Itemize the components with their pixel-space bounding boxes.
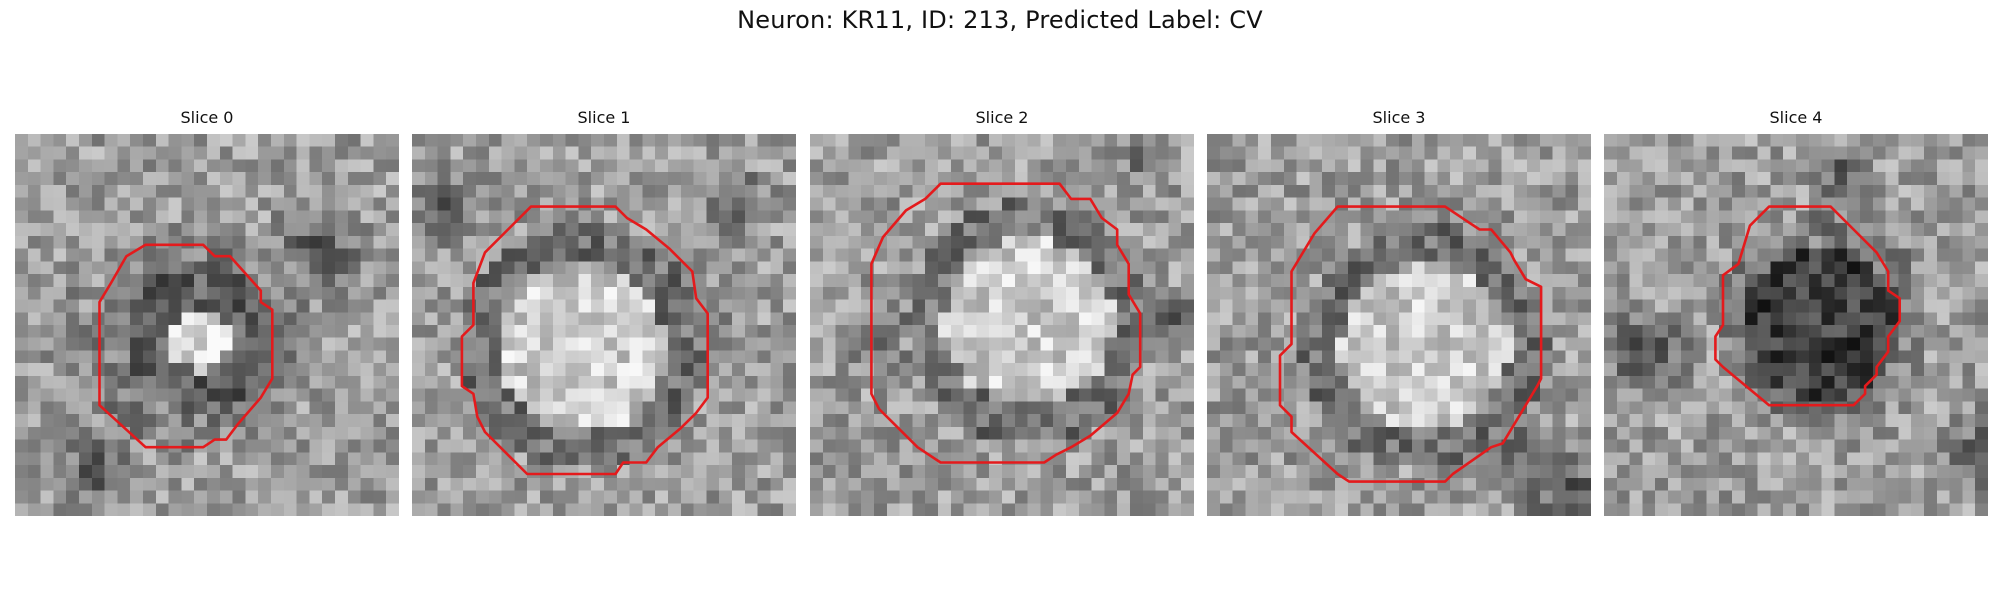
- panel-title-slice-2: Slice 2: [975, 108, 1029, 127]
- slice-image-1: [412, 134, 796, 516]
- roi-contour-3: [1278, 205, 1543, 483]
- slice-image-canvas: [810, 134, 1194, 516]
- panel-title-slice-1: Slice 1: [577, 108, 631, 127]
- panel-title-slice-3: Slice 3: [1372, 108, 1426, 127]
- panel-title-slice-4: Slice 4: [1769, 108, 1823, 127]
- slice-image-canvas: [412, 134, 796, 516]
- slice-image-0: [15, 134, 399, 516]
- slice-image-canvas: [1604, 134, 1988, 516]
- slice-image-3: [1207, 134, 1591, 516]
- slice-image-canvas: [1207, 134, 1591, 516]
- slice-image-canvas: [15, 134, 399, 516]
- slice-image-2: [810, 134, 1194, 516]
- roi-contour-0: [98, 243, 274, 449]
- slice-image-4: [1604, 134, 1988, 516]
- panel-title-slice-0: Slice 0: [180, 108, 234, 127]
- roi-contour-2: [870, 182, 1142, 464]
- roi-contour-4: [1714, 205, 1902, 407]
- figure-title: Neuron: KR11, ID: 213, Predicted Label: …: [737, 6, 1263, 34]
- roi-contour-1: [460, 205, 710, 476]
